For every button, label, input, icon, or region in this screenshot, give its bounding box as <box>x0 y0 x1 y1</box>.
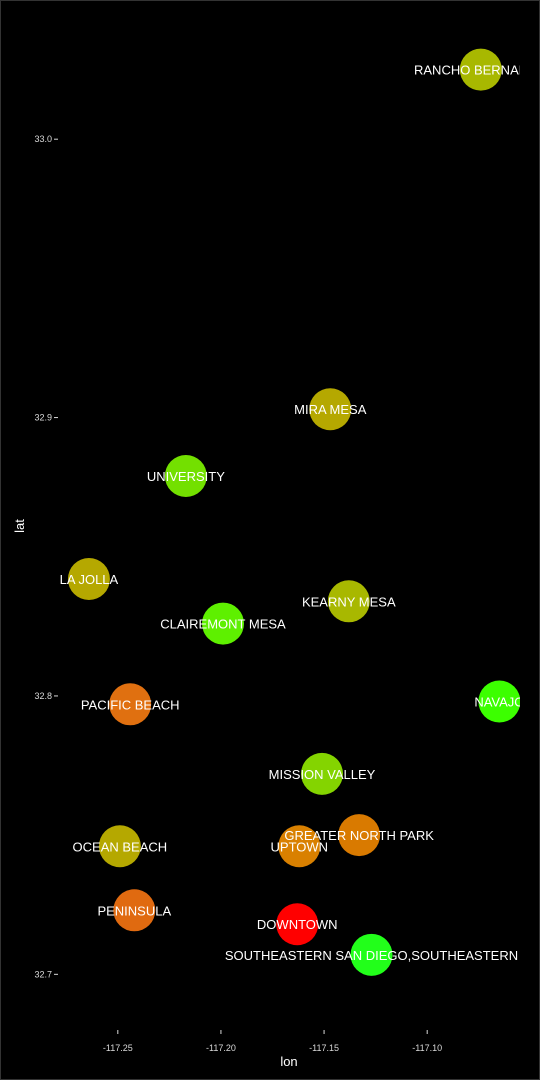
data-point <box>278 825 321 868</box>
data-point <box>350 933 393 976</box>
point-label: DOWNTOWN <box>257 917 338 932</box>
x-tick-label: -117.20 <box>206 1043 236 1053</box>
data-point <box>327 580 370 623</box>
y-tick-label: 32.9 <box>34 413 52 423</box>
point-label: UNIVERSITY <box>147 469 225 484</box>
data-point <box>67 558 110 601</box>
point-labels: RANCHO BERNARDO MIRA MESA UNIVERSITY LA JOL… <box>60 63 540 963</box>
data-point <box>164 455 207 498</box>
y-tick-label: 32.8 <box>34 691 52 701</box>
data-point <box>113 889 156 932</box>
point-label: UPTOWN <box>271 839 329 854</box>
x-tick-label: -117.15 <box>309 1043 339 1053</box>
point-label: SOUTHEASTERN SAN DIEGO,SOUTHEASTERN <box>225 948 518 963</box>
data-point <box>276 903 319 946</box>
y-tick-label: 33.0 <box>34 134 52 144</box>
y-tick-label: 32.7 <box>34 969 52 979</box>
point-label: RANCHO BERNARDO <box>414 63 540 78</box>
data-point <box>98 825 141 868</box>
point-label: LA JOLLA <box>60 572 119 587</box>
point-label: CLAIREMONT MESA <box>160 617 286 632</box>
point-label: KEARNY MESA <box>302 594 396 609</box>
y-axis-title: lat <box>12 519 27 533</box>
point-label: PACIFIC BEACH <box>81 697 180 712</box>
point-label: MIRA MESA <box>294 402 367 417</box>
data-point <box>338 814 381 857</box>
point-label: GREATER NORTH PARK <box>284 828 434 843</box>
data-point <box>309 388 352 431</box>
point-label: PENINSULA <box>97 903 171 918</box>
data-point <box>459 48 502 91</box>
data-point <box>301 752 343 795</box>
data-points <box>67 48 520 976</box>
point-label: MISSION VALLEY <box>269 767 376 782</box>
y-axis: 32.7 32.8 32.9 33.0 <box>34 134 58 979</box>
x-axis: -117.25 -117.20 -117.15 -117.10 <box>103 1030 442 1053</box>
data-point <box>478 680 520 723</box>
data-point <box>109 683 152 726</box>
data-point <box>202 602 244 645</box>
x-tick-label: -117.25 <box>103 1043 133 1053</box>
point-label: NAVAJO <box>474 695 524 710</box>
x-axis-title: lon <box>280 1054 297 1069</box>
point-label: OCEAN BEACH <box>73 839 168 854</box>
x-tick-label: -117.10 <box>412 1043 442 1053</box>
